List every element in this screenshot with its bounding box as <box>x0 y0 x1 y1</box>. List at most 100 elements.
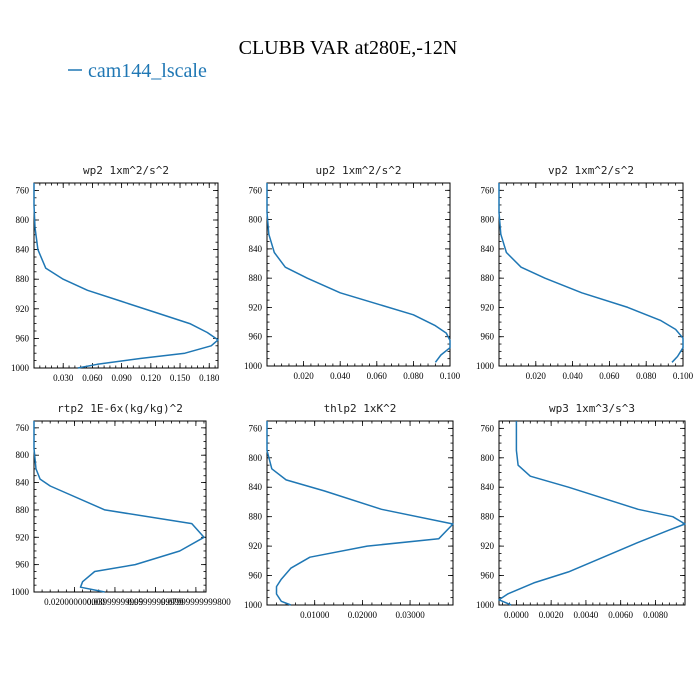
panel-title: rtp2 1E-6x(kg/kg)^2 <box>57 402 183 415</box>
y-tick-label: 1000 <box>11 587 30 597</box>
y-axis: 760 800 840 880 920 960 1000 <box>11 182 218 373</box>
panel-1: wp2 1xm^2/s^276080084088092096010000.030… <box>11 164 220 383</box>
y-tick-label: 880 <box>16 274 30 284</box>
y-tick-label: 960 <box>481 332 495 342</box>
y-tick-label: 960 <box>481 571 495 581</box>
y-tick-label: 760 <box>481 185 495 195</box>
x-tick-label: 0.060 <box>82 373 103 383</box>
y-tick-label: 1000 <box>244 361 263 371</box>
series-line-cam144_lscale <box>33 421 205 593</box>
y-tick-label: 920 <box>249 541 263 551</box>
x-tick-label: 0.100 <box>673 371 694 381</box>
series-line-cam144_lscale <box>33 183 219 369</box>
y-tick-label: 920 <box>16 304 30 314</box>
series-line-cam144_lscale <box>266 183 451 363</box>
plot-frame <box>33 420 207 593</box>
x-tick-label: 0.060 <box>599 371 620 381</box>
plot-frame <box>266 420 454 606</box>
panels: wp2 1xm^2/s^276080084088092096010000.030… <box>11 164 694 620</box>
x-axis: 0.0000 0.0020 0.0040 0.0060 0.0080 <box>502 421 684 620</box>
y-tick-label: 1000 <box>476 361 495 371</box>
y-tick-label: 800 <box>16 450 30 460</box>
series-line-cam144_lscale <box>266 421 454 606</box>
plot-frame <box>33 182 219 369</box>
y-axis: 760 800 840 880 920 960 1000 <box>476 420 685 610</box>
x-tick-label: 0.120 <box>141 373 162 383</box>
panel-4: rtp2 1E-6x(kg/kg)^2 760 800 840 880 920 960 100… <box>11 402 231 607</box>
y-tick-label: 760 <box>16 185 30 195</box>
y-tick-label: 880 <box>481 512 495 522</box>
figure-title: CLUBB VAR at280E,-12N <box>239 37 458 59</box>
panel-title: thlp2 1xK^2 <box>324 402 397 415</box>
x-tick-label: 0.05999999999 <box>127 597 184 607</box>
x-tick-label: 0.0000 <box>504 610 529 620</box>
x-tick-label: 0.020000000000 <box>44 597 105 607</box>
x-tick-label: 0.07999999999800 <box>161 597 231 607</box>
y-tick-label: 760 <box>481 423 495 433</box>
y-axis: 760 800 840 880 920 960 1000 <box>11 420 206 597</box>
y-tick-label: 840 <box>249 244 263 254</box>
panel-3: vp2 1xm^2/s^276080084088092096010000.020… <box>476 164 694 381</box>
x-tick-label: 0.080 <box>636 371 657 381</box>
panel-6: wp3 1xm^3/s^3 760 800 840 880 920 960 1000 0.000… <box>476 402 686 620</box>
x-axis: 0.030 0.060 0.090 0.120 0.150 0.180 <box>33 183 220 383</box>
y-tick-label: 840 <box>481 482 495 492</box>
x-tick-label: 0.01000 <box>300 610 330 620</box>
y-tick-label: 880 <box>249 512 263 522</box>
x-tick-label: 0.060 <box>367 371 388 381</box>
y-tick-label: 800 <box>481 453 495 463</box>
x-tick-label: 0.040 <box>562 371 583 381</box>
y-tick-label: 1000 <box>476 600 495 610</box>
x-tick-label: 0.0060 <box>608 610 633 620</box>
y-tick-label: 760 <box>16 423 30 433</box>
x-tick-label: 0.150 <box>170 373 191 383</box>
x-tick-label: 0.020 <box>526 371 547 381</box>
x-tick-label: 0.0080 <box>643 610 668 620</box>
panel-title: vp2 1xm^2/s^2 <box>548 164 634 177</box>
y-tick-label: 840 <box>16 245 30 255</box>
panel-title: wp3 1xm^3/s^3 <box>549 402 635 415</box>
y-tick-label: 840 <box>16 478 30 488</box>
x-tick-label: 0.03999999999 <box>87 597 144 607</box>
x-tick-label: 0.0040 <box>574 610 599 620</box>
y-tick-label: 760 <box>249 423 263 433</box>
y-axis: 760 800 840 880 920 960 1000 <box>476 182 683 371</box>
x-tick-label: 0.080 <box>403 371 424 381</box>
x-axis: 0.0200000000000.039999999990.05999999999… <box>33 421 231 607</box>
y-tick-label: 920 <box>16 532 30 542</box>
x-axis: 0.020 0.040 0.060 0.080 0.100 <box>266 183 461 381</box>
y-tick-label: 920 <box>481 541 495 551</box>
y-tick-label: 960 <box>16 560 30 570</box>
x-tick-label: 0.03000 <box>395 610 425 620</box>
plot-frame <box>498 420 686 606</box>
y-tick-label: 800 <box>481 215 495 225</box>
x-tick-label: 0.100 <box>440 371 461 381</box>
y-tick-label: 800 <box>249 453 263 463</box>
y-tick-label: 840 <box>249 482 263 492</box>
y-tick-label: 920 <box>481 302 495 312</box>
y-tick-label: 1000 <box>244 600 263 610</box>
x-tick-label: 0.0020 <box>539 610 564 620</box>
y-tick-label: 840 <box>481 244 495 254</box>
legend-label: cam144_lscale <box>88 60 207 82</box>
x-axis: 0.01000 0.02000 0.03000 <box>266 421 449 620</box>
series-line-cam144_lscale <box>498 183 684 363</box>
panel-5: thlp2 1xK^276080084088092096010000.01000… <box>244 402 454 620</box>
y-tick-label: 920 <box>249 302 263 312</box>
x-tick-label: 0.180 <box>199 373 220 383</box>
y-tick-label: 960 <box>249 332 263 342</box>
y-tick-label: 960 <box>16 333 30 343</box>
y-tick-label: 880 <box>481 273 495 283</box>
y-tick-label: 800 <box>249 215 263 225</box>
x-tick-label: 0.030 <box>53 373 74 383</box>
y-axis: 760 800 840 880 920 960 1000 <box>244 182 450 371</box>
y-tick-label: 880 <box>16 505 30 515</box>
series-line-cam144_lscale <box>498 421 686 606</box>
y-tick-label: 760 <box>249 185 263 195</box>
y-tick-label: 1000 <box>11 363 30 373</box>
legend: cam144_lscale <box>68 60 207 82</box>
y-tick-label: 960 <box>249 571 263 581</box>
x-axis: 0.020 0.040 0.060 0.080 0.100 <box>498 183 694 381</box>
plot-frame <box>266 182 451 367</box>
